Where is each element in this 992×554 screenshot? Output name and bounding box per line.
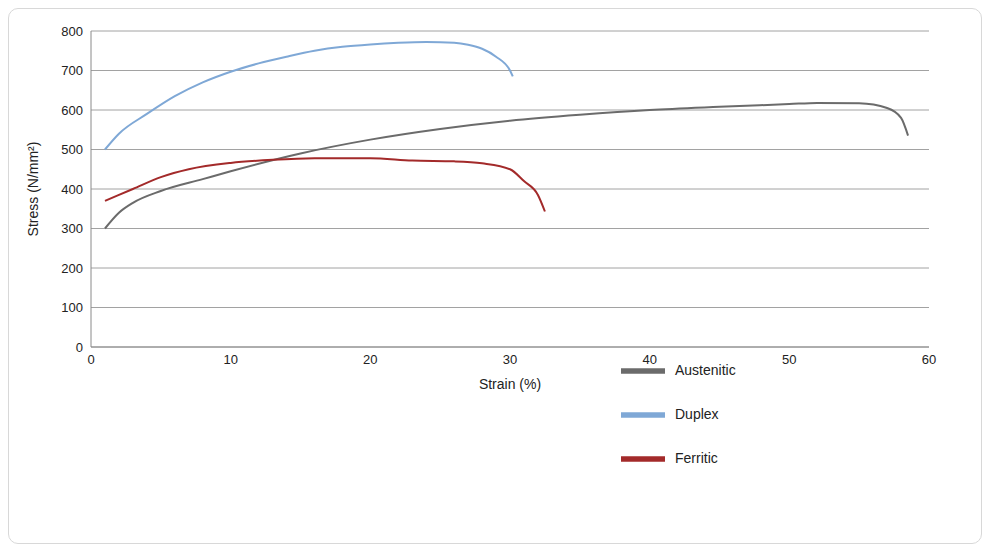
html-text:Ferritic: Ferritic [675,449,718,466]
svg-text:600: 600 [61,103,83,118]
svg-text:Stress (N/mm²): Stress (N/mm²) [25,142,41,237]
svg-text:300: 300 [61,221,83,236]
svg-text:800: 800 [61,24,83,39]
svg-text:50: 50 [782,352,796,367]
svg-text:30: 30 [503,352,517,367]
svg-text:200: 200 [61,261,83,276]
svg-text:60: 60 [922,352,936,367]
svg-text:20: 20 [363,352,377,367]
html-text:Austenitic: Austenitic [675,361,736,378]
svg-text:40: 40 [642,352,656,367]
html-text:Duplex: Duplex [675,405,719,422]
svg-text:10: 10 [223,352,237,367]
svg-text:700: 700 [61,63,83,78]
svg-text:0: 0 [76,340,83,355]
svg-text:0: 0 [87,352,94,367]
svg-text:500: 500 [61,142,83,157]
svg-text:100: 100 [61,300,83,315]
svg-text:400: 400 [61,182,83,197]
svg-text:Strain (%): Strain (%) [479,376,541,392]
